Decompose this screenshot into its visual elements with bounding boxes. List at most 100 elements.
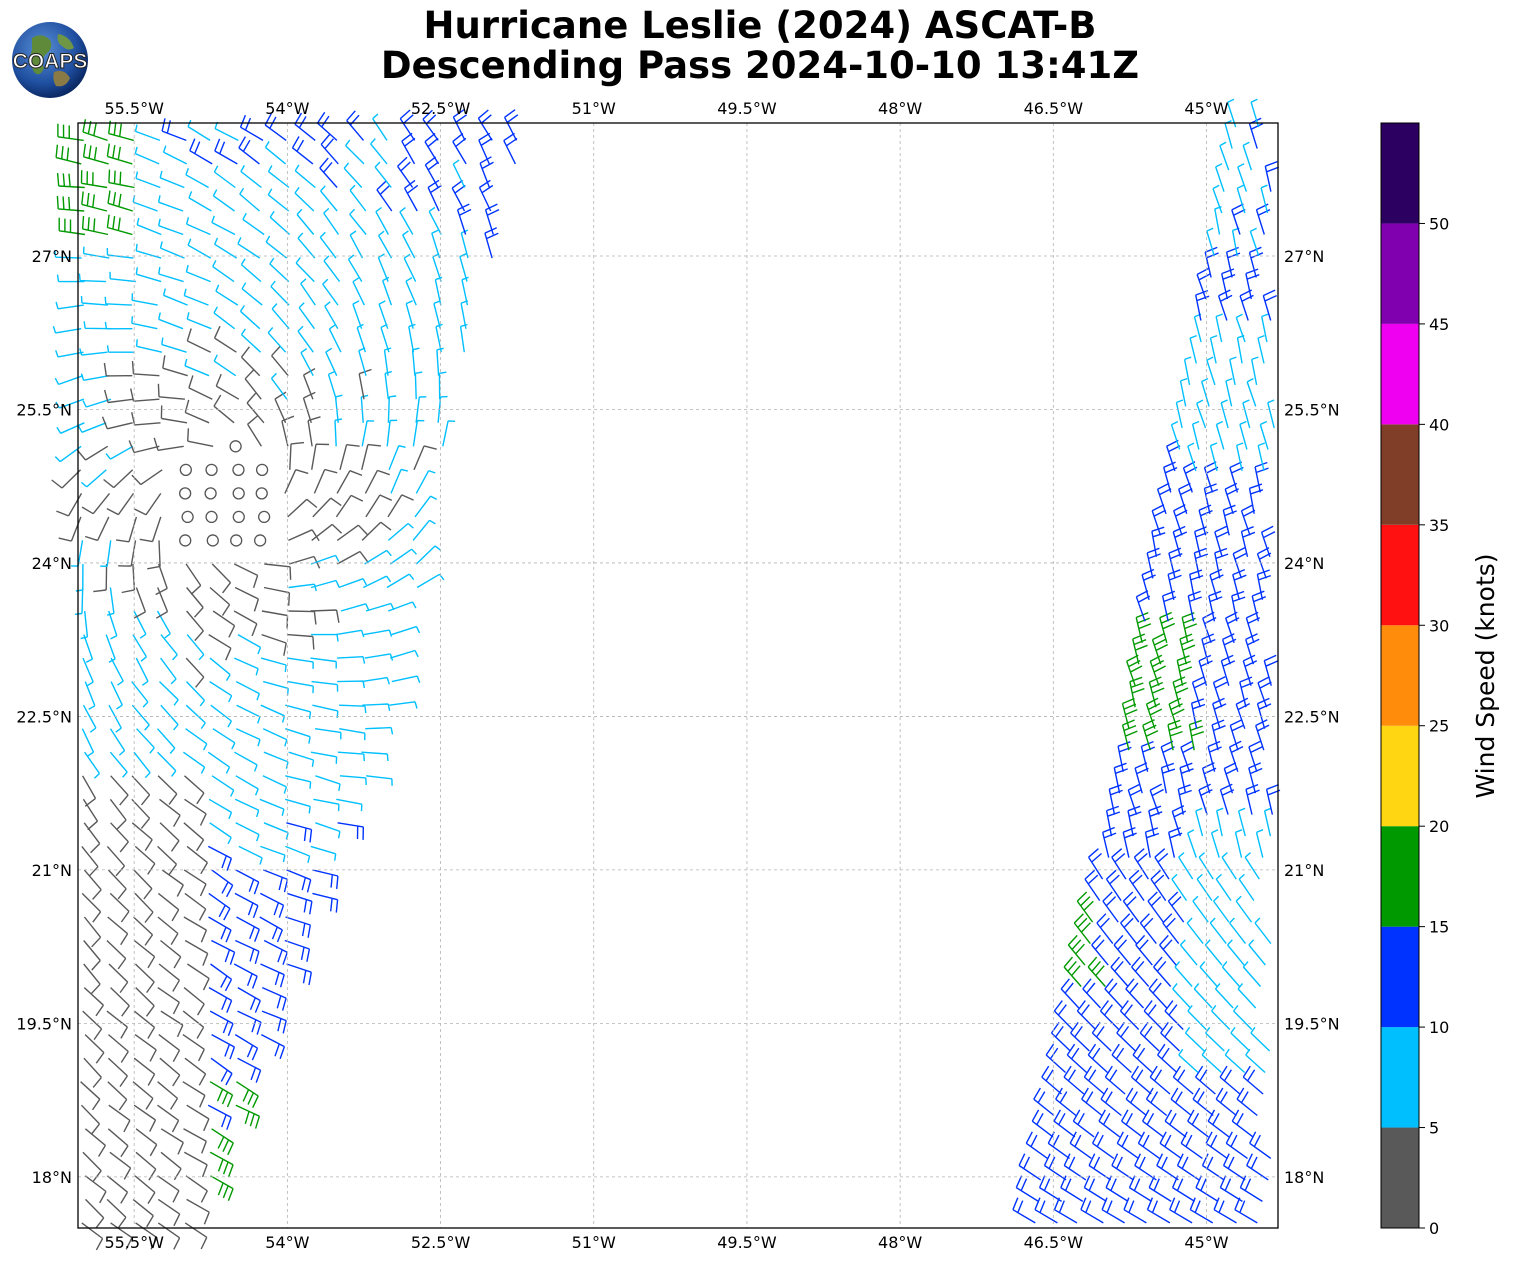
- wind-barb: [1207, 1109, 1230, 1138]
- lat-tick-label-left: 27°N: [32, 247, 72, 266]
- wind-barb: [182, 751, 206, 774]
- wind-barb: [1237, 163, 1248, 192]
- wind-barb: [1201, 633, 1216, 665]
- wind-barb: [235, 939, 260, 964]
- lon-tick-label-bottom: 54°W: [265, 1233, 309, 1252]
- wind-barb: [1144, 827, 1160, 858]
- wind-barb: [1120, 913, 1138, 945]
- wind-barb: [186, 610, 204, 642]
- wind-barb: [161, 337, 187, 353]
- wind-barb: [83, 869, 102, 900]
- wind-barb: [83, 987, 104, 1017]
- wind-barb: [133, 1010, 156, 1039]
- wind-barb: [1195, 1065, 1216, 1095]
- colorbar-tick-label: 0: [1429, 1219, 1439, 1238]
- wind-barb: [1230, 1026, 1251, 1052]
- wind-barb: [361, 443, 381, 470]
- wind-barb: [1255, 719, 1270, 751]
- wind-barb: [209, 1081, 234, 1108]
- wind-barb: [1087, 1043, 1108, 1074]
- wind-barb: [212, 610, 236, 638]
- wind-barb: [1178, 1048, 1199, 1074]
- wind-barb: [1164, 1109, 1187, 1138]
- wind-barb: [1260, 184, 1269, 214]
- wind-barb: [337, 680, 365, 689]
- colorbar-bin: [1381, 625, 1419, 726]
- wind-barb: [1098, 1109, 1121, 1138]
- wind-barb: [234, 892, 259, 919]
- wind-barb: [210, 704, 233, 728]
- coaps-globe-logo: COAPS: [12, 22, 88, 98]
- wind-barb: [211, 1128, 234, 1156]
- wind-barb: [1231, 203, 1246, 235]
- wind-barb: [1083, 1065, 1105, 1095]
- wind-barb: [297, 232, 316, 259]
- wind-barb: [1242, 961, 1262, 987]
- wind-barb: [160, 634, 178, 661]
- wind-barb: [80, 373, 110, 381]
- wind-barb: [131, 681, 149, 708]
- wind-barb: [160, 405, 188, 424]
- wind-barb: [161, 869, 184, 897]
- wind-barb: [1105, 869, 1122, 901]
- wind-barb: [234, 657, 259, 676]
- axis-ticks: 55.5°W 55.5°W 54°W 54°W 52.5°W 52.5°W 51°W 51°W…: [16, 99, 1339, 1252]
- wind-barb: [215, 284, 239, 306]
- wind-barb: [214, 237, 238, 259]
- wind-barb: [1164, 1000, 1184, 1030]
- wind-barb: [315, 728, 342, 740]
- wind-barb: [1088, 1153, 1112, 1181]
- wind-barb: [81, 492, 111, 515]
- wind-barb: [79, 348, 108, 356]
- wind-barb: [208, 798, 233, 820]
- wind-barb: [157, 1104, 180, 1133]
- wind-barb: [295, 256, 315, 283]
- wind-barb: [323, 207, 340, 235]
- wind-barb: [157, 383, 185, 400]
- wind-barb: [157, 916, 179, 945]
- wind-barb: [157, 1198, 181, 1227]
- wind-barb: [187, 963, 210, 991]
- wind-barb: [1117, 741, 1132, 772]
- title-line-1: Hurricane Leslie (2024) ASCAT-B: [423, 4, 1097, 47]
- wind-barb: [389, 701, 418, 709]
- lon-tick-label-top: 52.5°W: [411, 99, 471, 118]
- wind-barb: [134, 892, 154, 923]
- wind-barb: [186, 1104, 210, 1132]
- wind-barb: [1187, 590, 1202, 622]
- wind-barb: [1083, 1175, 1107, 1202]
- wind-barb: [327, 370, 337, 400]
- wind-barb: [1220, 399, 1229, 429]
- wind-barb: [108, 1104, 131, 1133]
- wind-barb: [261, 633, 287, 656]
- wind-barb: [261, 1010, 287, 1034]
- calm-wind-marker: [205, 510, 218, 524]
- wind-barb: [106, 845, 126, 877]
- wind-barb: [1080, 1197, 1104, 1224]
- wind-barb: [184, 798, 207, 826]
- wind-barb: [1043, 1153, 1067, 1181]
- wind-barb: [265, 235, 288, 259]
- wind-barb: [71, 540, 84, 567]
- wind-barb: [84, 1128, 106, 1157]
- wind-barb: [319, 157, 338, 188]
- wind-barb: [106, 247, 134, 259]
- wind-barb: [185, 681, 206, 707]
- wind-barb: [319, 231, 337, 259]
- wind-barb: [110, 681, 123, 710]
- wind-barb: [271, 345, 289, 377]
- wind-barb: [364, 549, 392, 565]
- lat-tick-label-left: 24°N: [32, 554, 72, 573]
- wind-barb: [324, 301, 339, 330]
- wind-barb: [1060, 1175, 1084, 1202]
- wind-barb: [1196, 399, 1207, 429]
- wind-barb: [110, 657, 124, 686]
- wind-barb: [1045, 1043, 1066, 1074]
- wind-barb: [1076, 891, 1094, 923]
- wind-barb: [260, 845, 286, 863]
- wind-barb: [84, 1175, 107, 1204]
- wind-barb: [132, 195, 158, 212]
- wind-barb: [405, 300, 414, 329]
- lat-tick-label-right: 18°N: [1284, 1168, 1324, 1187]
- wind-barb: [1246, 1153, 1269, 1181]
